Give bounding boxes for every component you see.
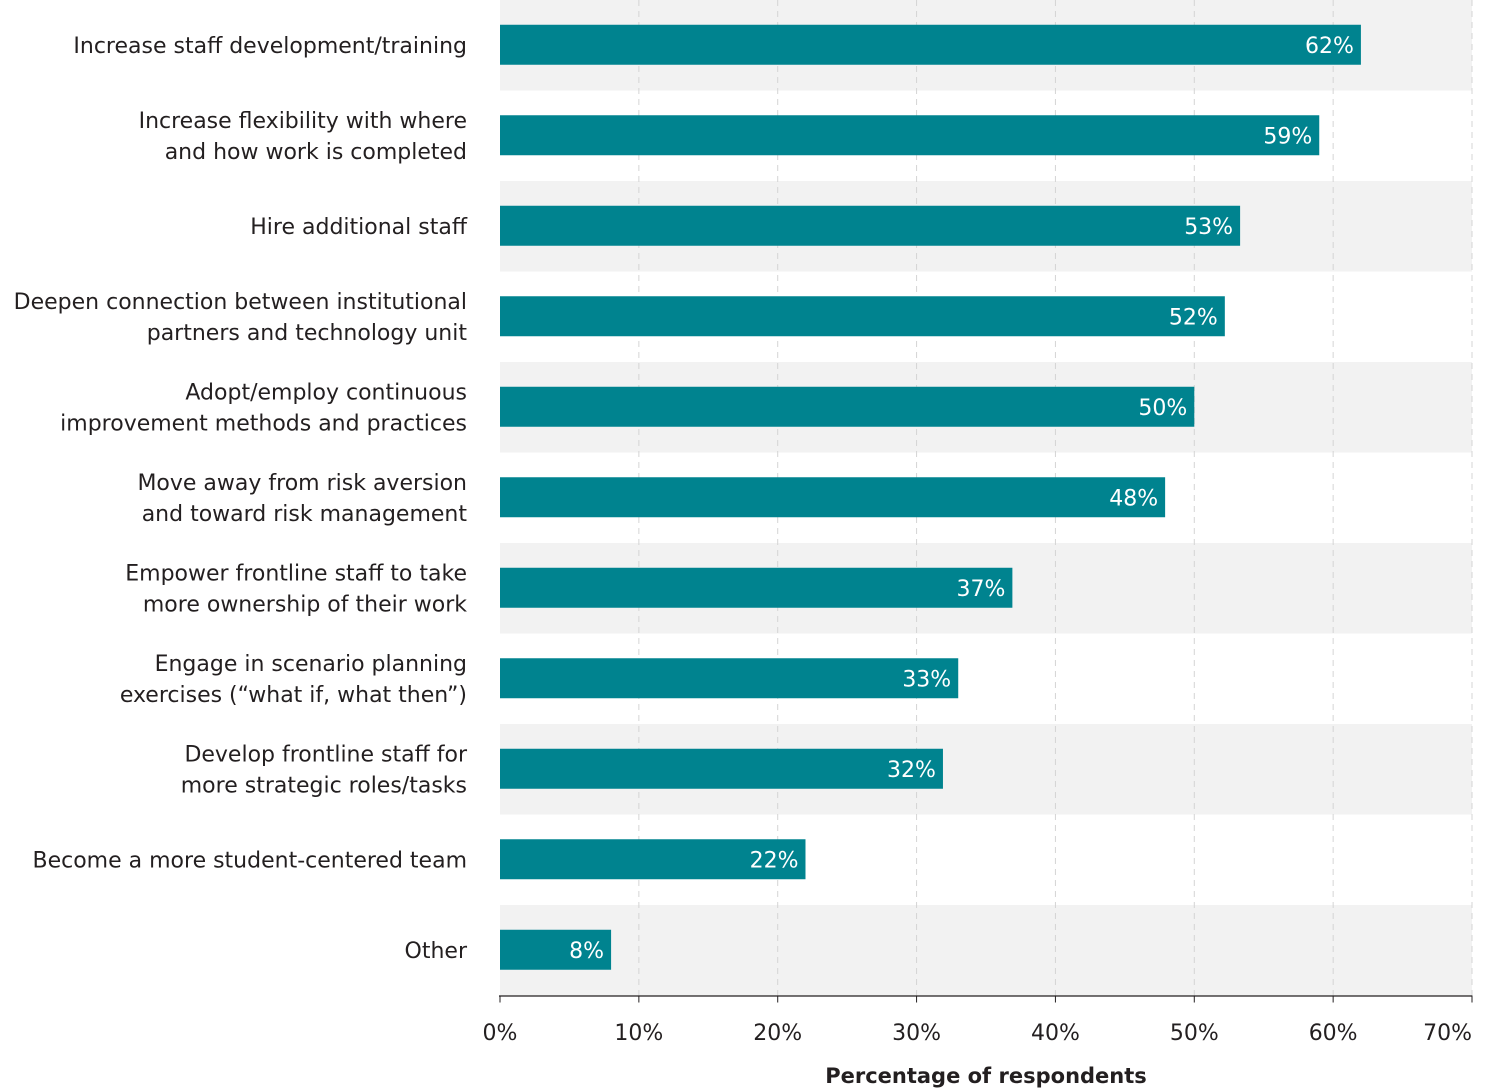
x-tick-label: 50% [1170, 1021, 1219, 1046]
category-label: Move away from risk aversion [137, 471, 467, 496]
row-band [500, 905, 1472, 996]
value-label: 8% [569, 939, 604, 964]
x-tick-label: 0% [483, 1021, 518, 1046]
x-tick-label: 10% [614, 1021, 663, 1046]
value-label: 33% [902, 667, 951, 692]
x-tick-label: 30% [892, 1021, 941, 1046]
category-label: Engage in scenario planning [155, 652, 467, 677]
category-label: partners and technology unit [147, 321, 468, 346]
value-label: 59% [1263, 124, 1312, 149]
bar [500, 567, 1013, 608]
value-label: 37% [956, 577, 1005, 602]
bar [500, 205, 1241, 246]
category-label: Increase staff development/training [73, 34, 467, 59]
category-label: more strategic roles/tasks [181, 773, 467, 798]
x-tick-labels: 0% 10% 20% 30% 40% 50% 60% 70% [483, 995, 1473, 1046]
category-label: and toward risk management [142, 502, 468, 527]
bar [500, 929, 612, 970]
value-label: 48% [1109, 486, 1158, 511]
category-label: more ownership of their work [143, 592, 467, 617]
bar [500, 24, 1361, 65]
category-label: Deepen connection between institutional [14, 290, 467, 315]
category-label: Develop frontline staff for [184, 742, 468, 767]
category-label: improvement methods and practices [60, 411, 467, 436]
value-label: 52% [1169, 305, 1218, 330]
x-tick-label: 60% [1309, 1021, 1358, 1046]
bar [500, 115, 1320, 156]
category-label: Increase flexibility with where [139, 109, 467, 134]
bar [500, 748, 943, 789]
category-label: Hire additional staff [250, 215, 468, 240]
value-label: 50% [1138, 396, 1187, 421]
bar [500, 839, 806, 880]
x-axis-title: Percentage of respondents [825, 1064, 1147, 1088]
value-label: 62% [1305, 34, 1354, 59]
value-label: 22% [750, 848, 799, 873]
x-tick-label: 40% [1031, 1021, 1080, 1046]
category-label: Other [405, 939, 468, 964]
category-label: Adopt/employ continuous [185, 380, 467, 405]
x-tick-label: 20% [753, 1021, 802, 1046]
category-label: and how work is completed [165, 140, 467, 165]
bars: 62% 59% 53% 52% 50% 48% 37% 33% 32% 22% 8% [500, 24, 1361, 970]
x-tick-label: 70% [1423, 1021, 1472, 1046]
bar [500, 477, 1166, 518]
category-labels: Increase staff development/training Incre… [14, 34, 468, 964]
bar [500, 296, 1225, 337]
value-label: 32% [887, 758, 936, 783]
category-label: exercises (“what if, what then”) [120, 683, 467, 708]
category-label: Empower frontline staff to take [125, 561, 467, 586]
bar [500, 386, 1195, 427]
bar [500, 658, 959, 699]
category-label: Become a more student-centered team [33, 848, 468, 873]
value-label: 53% [1184, 215, 1233, 240]
